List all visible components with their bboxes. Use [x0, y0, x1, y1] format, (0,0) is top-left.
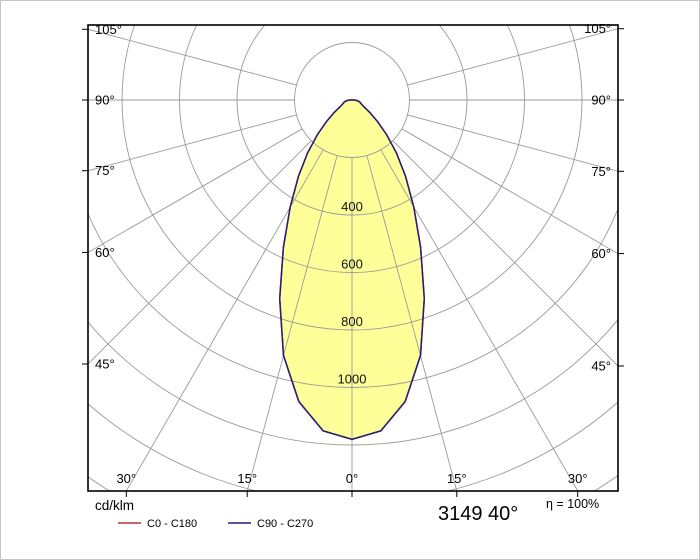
grid-ray	[88, 114, 297, 172]
angle-label: 30°	[116, 471, 136, 486]
angle-label: 60°	[95, 245, 115, 260]
grid-ray	[88, 28, 297, 86]
grid-ray	[246, 155, 338, 491]
angle-label: 75°	[591, 164, 611, 179]
plot-overlay: 400 600 800 1000 105° 90° 75° 60° 45° 30° 15° 0° 15°…	[82, 21, 624, 497]
grid-ray	[380, 149, 579, 491]
angle-label: 90°	[95, 93, 115, 108]
curve-c90-c270	[278, 99, 426, 441]
grid-ray	[407, 28, 618, 86]
angle-label: 105°	[584, 21, 611, 36]
angle-label: 15°	[447, 471, 467, 486]
efficiency-value: η = 100%	[546, 497, 599, 511]
ring-label: 800	[341, 314, 363, 329]
angle-label: 15°	[237, 471, 257, 486]
legend: cd/klm C0 - C180 C90 - C270 3149 40° η =…	[95, 497, 599, 530]
grid-ray	[407, 114, 618, 172]
grid-ray	[392, 140, 618, 367]
grid-ray	[125, 149, 324, 491]
grid-ray	[401, 128, 618, 255]
angle-label: 60°	[591, 246, 611, 261]
ring-label: 1000	[338, 372, 367, 387]
angle-label: 45°	[591, 359, 611, 374]
angle-label: 75°	[95, 163, 115, 178]
grid-ray	[366, 155, 458, 491]
grid-ray	[88, 140, 312, 365]
angle-label: 90°	[591, 93, 611, 108]
grid-ray	[88, 128, 303, 253]
ring-label: 400	[341, 199, 363, 214]
angle-label: 105°	[95, 22, 122, 37]
angle-label: 45°	[95, 357, 115, 372]
legend-label-c90-c270: C90 - C270	[257, 518, 313, 530]
ring-label: 600	[341, 257, 363, 272]
plot-border	[87, 24, 619, 492]
unit-label: cd/klm	[95, 498, 134, 513]
beam-value: 3149 40°	[438, 503, 518, 525]
angle-label: 0°	[346, 471, 358, 486]
angle-label: 30°	[568, 471, 588, 486]
legend-label-c0-c180: C0 - C180	[147, 518, 197, 530]
